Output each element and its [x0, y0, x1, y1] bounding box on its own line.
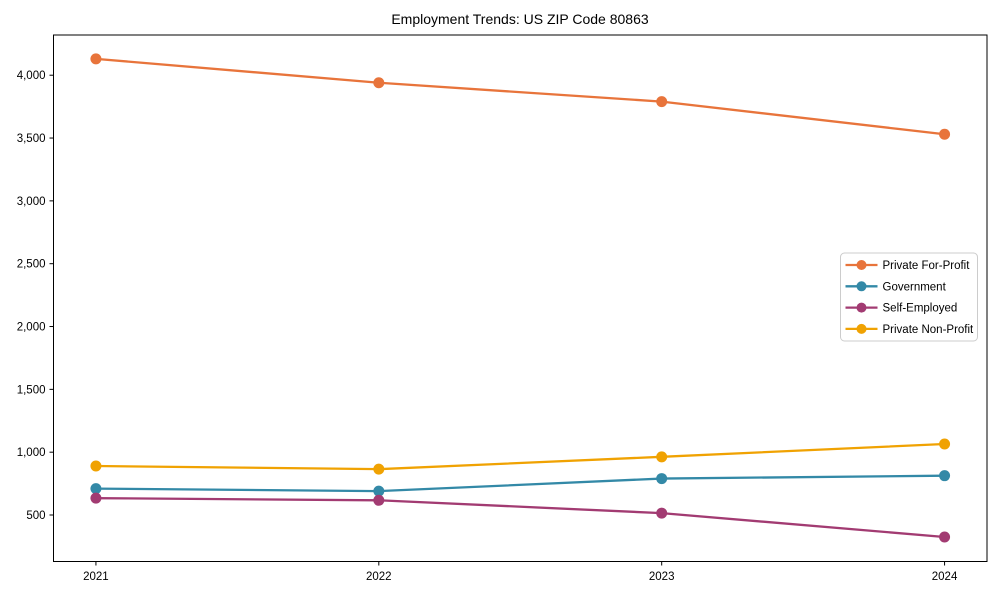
data-point-private-non-profit	[90, 460, 102, 472]
legend-marker-government	[856, 281, 867, 292]
x-tick-label: 2021	[83, 571, 109, 583]
data-point-private-non-profit	[939, 438, 951, 450]
legend-box	[840, 252, 978, 342]
y-tick-label: 1,500	[17, 384, 46, 396]
y-tick-label: 1,000	[17, 447, 46, 459]
y-tick-label: 2,500	[17, 259, 46, 271]
axes-frame	[53, 34, 988, 562]
y-tick-label: 3,000	[17, 196, 46, 208]
series-line-government	[94, 474, 946, 493]
data-point-government	[939, 470, 951, 482]
data-point-private-non-profit	[656, 451, 668, 463]
y-tick-label: 4,000	[17, 70, 46, 82]
series-line-private-for-profit	[94, 57, 946, 136]
legend-entry-government: Government	[845, 281, 947, 293]
data-point-private-non-profit	[373, 463, 385, 475]
series-line-private-non-profit	[94, 442, 946, 471]
data-point-self-employed	[656, 507, 668, 519]
legend-marker-self-employed	[856, 302, 867, 313]
data-point-self-employed	[373, 494, 385, 506]
legend-entry-private-non-profit: Private Non-Profit	[845, 323, 975, 336]
legend-marker-private-for-profit	[856, 260, 867, 270]
data-point-self-employed	[939, 531, 951, 543]
data-point-private-for-profit	[656, 96, 668, 108]
data-point-private-for-profit	[373, 77, 385, 89]
legend-label-self-employed: Self-Employed	[883, 303, 958, 315]
legend: Private For-Profit Government Self-Employe…	[840, 252, 978, 342]
legend-label-government: Government	[883, 281, 947, 293]
y-tick-label: 2,000	[17, 322, 46, 334]
data-point-private-for-profit	[90, 53, 102, 65]
y-tick-label: 500	[26, 510, 45, 522]
data-point-government	[90, 483, 102, 495]
plot-area: 500 1,000 1,500 2,000 2,500 3,000 3,500 4,000 20…	[17, 34, 988, 583]
legend-label-private-non-profit: Private Non-Profit	[883, 324, 975, 336]
data-point-self-employed	[90, 492, 102, 504]
x-tick-label: 2024	[932, 571, 958, 583]
data-point-private-for-profit	[939, 128, 951, 140]
data-point-government	[656, 473, 668, 485]
series-line-self-employed	[94, 497, 946, 539]
legend-entry-self-employed: Self-Employed	[845, 302, 958, 315]
legend-label-private-for-profit: Private For-Profit	[883, 260, 971, 272]
x-tick-label: 2022	[366, 571, 392, 583]
legend-marker-private-non-profit	[856, 323, 867, 334]
chart-title: Employment Trends: US ZIP Code 80863	[391, 11, 649, 27]
legend-entry-private-for-profit: Private For-Profit	[845, 260, 971, 272]
data-point-government	[373, 485, 385, 497]
x-tick-label: 2023	[649, 571, 675, 583]
y-tick-label: 3,500	[17, 133, 46, 145]
